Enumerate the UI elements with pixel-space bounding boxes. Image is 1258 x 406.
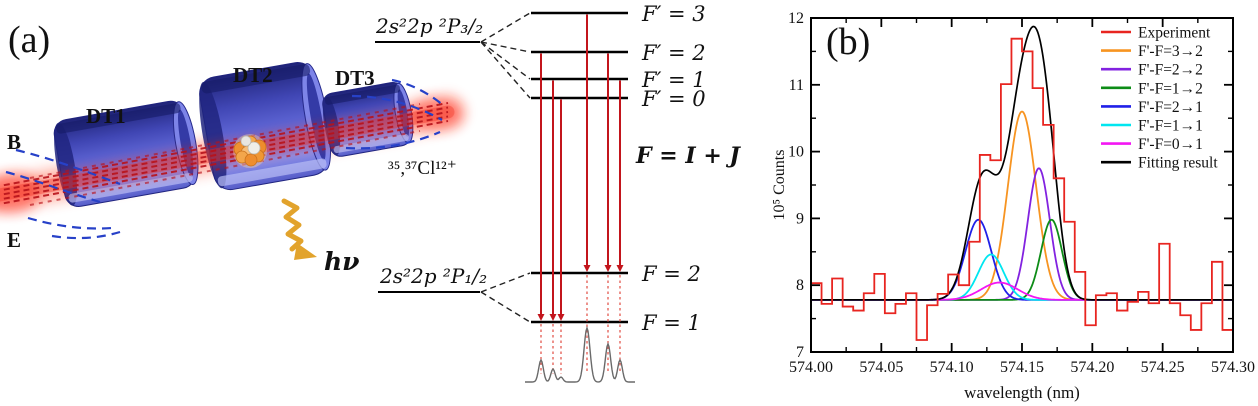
dt1-label: DT1 xyxy=(86,104,126,128)
level-diagram: 2s²2p ²P₃/₂ 2s²2p ²P₁/₂ F′ = 3 F′ = 2 F′… xyxy=(375,2,741,383)
legend-label: F'-F=0→1 xyxy=(1138,136,1203,153)
ion-species-label: ³⁵,³⁷Cl¹²⁺ xyxy=(388,158,457,179)
legend-label: F'-F=1→1 xyxy=(1138,118,1203,135)
x-tick-label: 574.15 xyxy=(1000,359,1044,376)
x-axis-title: wavelength (nm) xyxy=(964,383,1080,402)
photon-label: hν xyxy=(324,247,360,276)
upper-level-label-f0: F′ = 0 xyxy=(641,87,706,111)
level-connectors xyxy=(480,12,531,323)
photon-arrow xyxy=(281,198,317,260)
transition-arrows xyxy=(537,14,624,374)
upper-term-label: 2s²2p ²P₃/₂ xyxy=(375,14,483,38)
ion-beam xyxy=(0,78,460,240)
upper-level-label-f2: F′ = 2 xyxy=(641,41,706,65)
y-tick-label: 7 xyxy=(796,344,804,361)
panel-b-label: (b) xyxy=(826,21,870,63)
legend-label: F'-F=2→2 xyxy=(1138,62,1203,79)
y-axis-title: 10⁵ Counts xyxy=(771,150,788,221)
x-tick-label: 574.25 xyxy=(1141,359,1185,376)
lower-level-label-f2: F = 2 xyxy=(641,262,701,286)
x-tick-label: 574.20 xyxy=(1070,359,1114,376)
fit-curve xyxy=(811,25,1233,301)
panel-b spectrum-chart: (b) 574.00 574.05 574.10 574.15 574.20 574.25… xyxy=(771,10,1255,402)
x-tick-label: 574.00 xyxy=(789,359,833,376)
mini-spectrum xyxy=(525,325,635,383)
transition-arrowhead xyxy=(583,265,591,272)
y-tick-label: 9 xyxy=(796,210,804,227)
legend-label: F'-F=1→2 xyxy=(1138,80,1203,97)
transition-arrowhead xyxy=(557,314,565,321)
e-field-lines xyxy=(0,102,449,206)
lower-term-label: 2s²2p ²P₁/₂ xyxy=(379,264,487,288)
x-tick-label: 574.10 xyxy=(930,359,974,376)
upper-level-label-f1: F′ = 1 xyxy=(641,68,706,92)
b-field-label: B xyxy=(7,130,21,154)
dt3-label: DT3 xyxy=(335,66,375,90)
x-tick-label: 574.30 xyxy=(1211,359,1255,376)
ion-cluster xyxy=(233,134,267,168)
legend-label: F'-F=2→1 xyxy=(1138,99,1203,116)
panel-a-label: (a) xyxy=(8,19,50,61)
legend-label: F'-F=3→2 xyxy=(1138,43,1203,60)
hyperfine-levels xyxy=(531,11,628,324)
coupling-label: F = I + J xyxy=(635,143,741,169)
dt2-label: DT2 xyxy=(233,63,273,87)
upper-level-label-f3: F′ = 3 xyxy=(641,2,706,26)
y-tick-label: 12 xyxy=(788,10,804,27)
legend-label: Experiment xyxy=(1138,25,1211,42)
lower-level-label-f1: F = 1 xyxy=(641,311,701,335)
experiment-histogram xyxy=(811,37,1233,341)
fit-component-curves xyxy=(811,25,1233,301)
e-field-label: E xyxy=(7,228,21,252)
transition-arrowhead xyxy=(604,265,612,272)
y-tick-label: 8 xyxy=(796,277,804,294)
x-tick-label: 574.05 xyxy=(859,359,903,376)
y-tick-label: 11 xyxy=(789,77,804,94)
transition-arrowhead xyxy=(616,265,624,272)
axis-ticks: 574.00 574.05 574.10 574.15 574.20 574.25 574.… xyxy=(788,10,1255,376)
transition-arrowhead xyxy=(537,314,545,321)
y-tick-label: 10 xyxy=(788,144,804,161)
legend-label: Fitting result xyxy=(1138,155,1218,172)
panel-a: (a) xyxy=(0,2,741,383)
b-field-lines xyxy=(5,78,445,240)
transition-arrowhead xyxy=(549,314,557,321)
experiment-step-curve xyxy=(811,37,1233,341)
